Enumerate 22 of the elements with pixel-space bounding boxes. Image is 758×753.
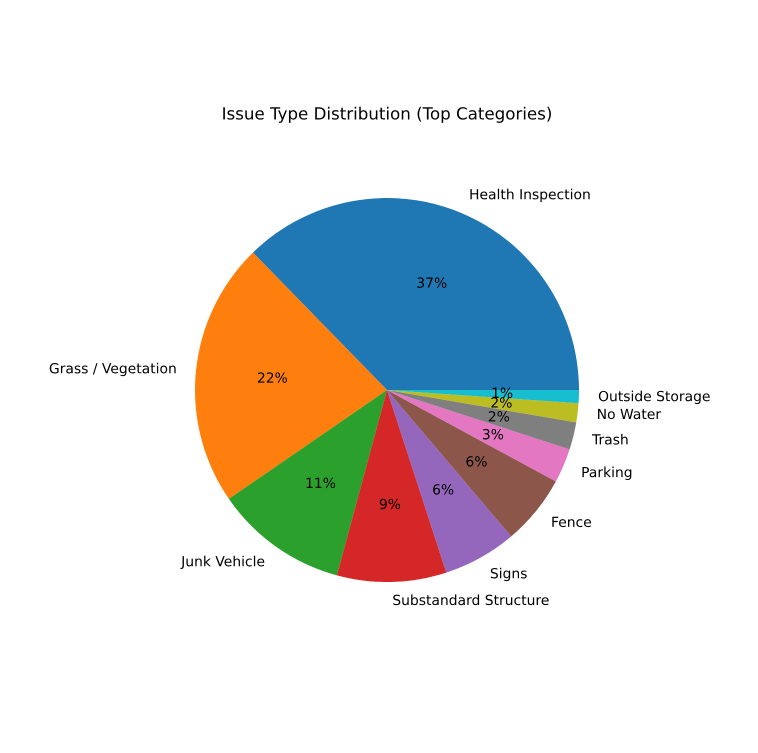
data-label: 6% [433, 484, 454, 495]
slice-label: Substandard Structure [393, 594, 549, 606]
chart-title: Issue Type Distribution (Top Categories) [223, 106, 551, 123]
slice-label: No Water [598, 408, 662, 420]
data-label: 3% [482, 428, 504, 440]
data-label: 1% [492, 388, 512, 398]
data-label: 2% [488, 411, 510, 422]
slice-label: Trash [592, 434, 628, 445]
data-label: 11% [306, 478, 336, 488]
data-label: 22% [258, 372, 288, 383]
slice-label: Health Inspection [470, 188, 590, 202]
pie-slice [195, 252, 387, 499]
data-label: 9% [380, 498, 400, 510]
slice-label: Grass / Vegetation [50, 362, 176, 376]
slice-label: Signs [490, 568, 527, 582]
data-label: 6% [466, 456, 487, 467]
data-label: 37% [417, 277, 446, 288]
slice-label: Junk Vehicle [180, 556, 264, 570]
data-label: 2% [491, 397, 512, 408]
slice-label: Outside Storage [598, 390, 710, 404]
slice-label: Fence [552, 516, 592, 528]
slice-label: Parking [582, 466, 632, 480]
